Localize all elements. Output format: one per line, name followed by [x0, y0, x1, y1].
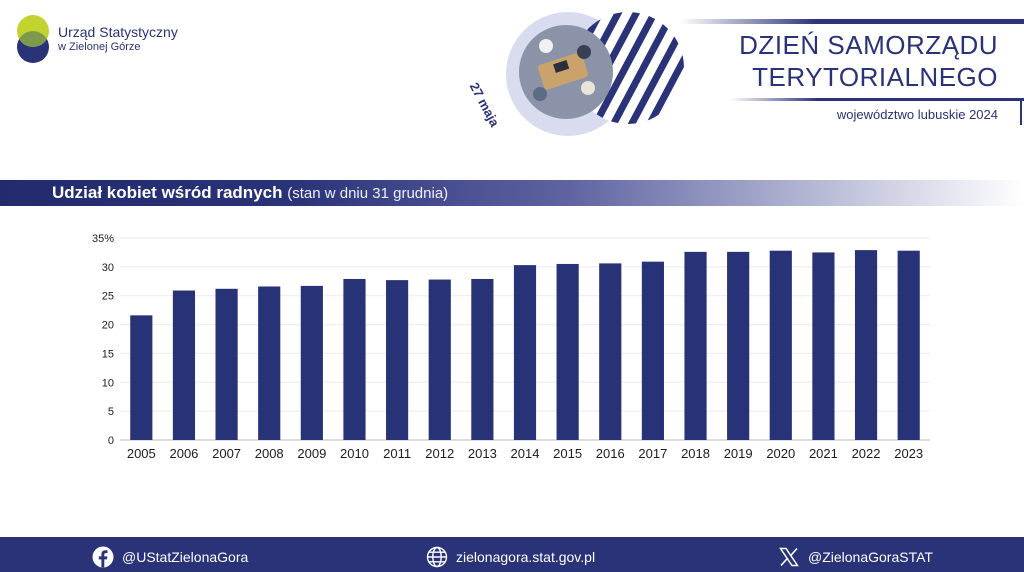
- chart-heading-note: (stan w dniu 31 grudnia): [287, 185, 449, 202]
- footer-bar: @UStatZielonaGora zielonagora.stat.gov.p…: [0, 537, 1024, 572]
- y-tick-label: 5: [108, 406, 114, 418]
- header-photo-graphic: [488, 2, 698, 142]
- bar-2016: [599, 263, 622, 440]
- bar-2022: [854, 250, 878, 440]
- x-tick-label: 2009: [297, 446, 326, 461]
- x-tick-label: 2019: [724, 446, 753, 461]
- x-tick-label: 2014: [511, 446, 540, 461]
- x-tick-label: 2013: [468, 446, 497, 461]
- bar-chart: 0 5 10 15 20 25 30 35% 2005 2006 2007 2008 2009 2010 2…: [80, 222, 940, 470]
- office-logo: [14, 14, 52, 64]
- bar-2012: [428, 279, 451, 440]
- bar-2009: [300, 285, 323, 440]
- x-tick-label: 2022: [852, 446, 881, 461]
- bar-2013: [471, 278, 494, 440]
- page-title-line2: TERYTORIALNEGO: [752, 62, 998, 92]
- title-rule-middle: [730, 98, 1024, 101]
- bar-2023: [897, 250, 920, 440]
- section-bar: [0, 180, 1024, 206]
- chart-canvas: 0 5 10 15 20 25 30 35% 2005 2006 2007 2008 2009 2010 2…: [92, 233, 930, 461]
- chart-heading: Udział kobiet wśród radnych: [52, 183, 283, 202]
- org-block: Urząd Statystyczny w Zielonej Górze: [58, 24, 178, 54]
- facebook-icon: [92, 546, 114, 568]
- website-url: zielonagora.stat.gov.pl: [456, 549, 596, 565]
- bar-2006: [172, 290, 196, 440]
- x-tick-label: 2015: [553, 446, 582, 461]
- y-tick-label: 15: [102, 348, 114, 360]
- x-tick-label: 2020: [766, 446, 795, 461]
- globe-icon: [426, 546, 448, 568]
- org-name: Urząd Statystyczny: [58, 24, 178, 40]
- bar-2005: [130, 315, 153, 440]
- page-title-line1: DZIEŃ SAMORZĄDU: [739, 30, 998, 60]
- y-tick-label: 20: [102, 320, 114, 332]
- bar-2017: [641, 261, 664, 440]
- bar-2008: [258, 286, 281, 440]
- y-tick-label: 0: [108, 435, 114, 447]
- section-title: Udział kobiet wśród radnych (stan w dniu…: [52, 183, 448, 203]
- facebook-handle: @UStatZielonaGora: [122, 549, 249, 565]
- bar-2019: [727, 251, 750, 440]
- x-tick-label: 2007: [212, 446, 241, 461]
- x-tick-label: 2011: [383, 446, 411, 461]
- org-subname: w Zielonej Górze: [58, 41, 141, 53]
- bar-2010: [343, 278, 366, 440]
- x-tick-label: 2010: [340, 446, 369, 461]
- x-tick-label: 2012: [425, 446, 454, 461]
- bar-2015: [556, 263, 579, 440]
- bar-2007: [215, 288, 238, 440]
- x-tick-label: 2017: [638, 446, 667, 461]
- x-handle: @ZielonaGoraSTAT: [808, 549, 933, 565]
- title-rule-side: [1020, 101, 1022, 125]
- page-subtitle: województwo lubuskie 2024: [836, 107, 998, 122]
- y-tick-label: 30: [102, 262, 114, 274]
- bar-2014: [513, 265, 537, 440]
- bar-2021: [812, 252, 835, 440]
- facebook-link[interactable]: @UStatZielonaGora: [92, 546, 248, 568]
- x-logo-icon: [778, 546, 800, 568]
- x-tick-label: 2006: [169, 446, 198, 461]
- x-tick-label: 2005: [127, 446, 156, 461]
- x-tick-label: 2008: [255, 446, 284, 461]
- x-tick-label: 2016: [596, 446, 625, 461]
- x-tick-label: 2018: [681, 446, 710, 461]
- website-link[interactable]: zielonagora.stat.gov.pl: [426, 546, 595, 568]
- x-tick-label: 2023: [894, 446, 923, 461]
- y-tick-label: 25: [102, 291, 114, 303]
- bar-2020: [769, 250, 792, 440]
- x-tick-label: 2021: [809, 446, 838, 461]
- title-rule-top: [680, 19, 1024, 24]
- bar-2011: [386, 280, 409, 440]
- bar-2018: [684, 251, 707, 440]
- x-link[interactable]: @ZielonaGoraSTAT: [778, 546, 933, 568]
- y-tick-label: 10: [102, 377, 114, 389]
- y-tick-label: 35%: [92, 233, 114, 245]
